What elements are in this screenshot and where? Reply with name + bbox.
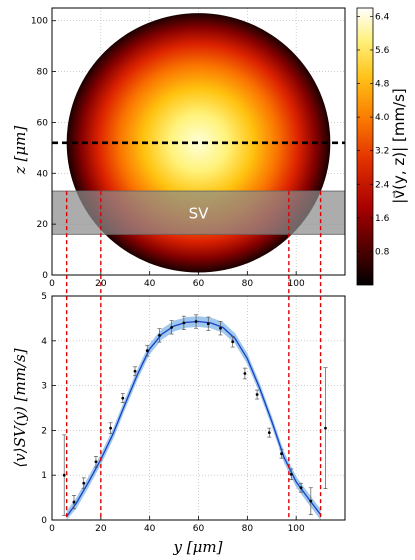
fit-confidence-band bbox=[66, 316, 321, 520]
data-point bbox=[71, 495, 76, 510]
profile-y-tick-label: 1 bbox=[41, 471, 47, 481]
data-point bbox=[108, 422, 113, 434]
colorbar-tick-label: 4.8 bbox=[375, 80, 390, 90]
heatmap-x-tick-label: 0 bbox=[49, 279, 55, 289]
profile-x-tick-label: 100 bbox=[288, 524, 305, 534]
heatmap-x-tick-label: 40 bbox=[144, 279, 156, 289]
heatmap-panel: SV 020406080100020406080100 z [μm] bbox=[11, 7, 346, 289]
sv-connector-lines bbox=[65, 191, 322, 520]
profile-y-tick-label: 5 bbox=[41, 292, 47, 302]
colorbar-tick-label: 3.2 bbox=[375, 147, 389, 157]
profile-y-tick-label: 4 bbox=[41, 337, 47, 347]
data-point bbox=[145, 344, 150, 357]
data-point bbox=[299, 482, 304, 493]
profile-x-axis-label: y [μm] bbox=[173, 538, 223, 556]
heatmap-y-tick-label: 40 bbox=[37, 169, 49, 179]
data-point bbox=[81, 477, 86, 489]
profile-x-tick-label: 60 bbox=[193, 524, 205, 534]
sv-band-label: SV bbox=[189, 205, 210, 223]
data-point bbox=[194, 314, 199, 329]
colorbar-ticks: 0.8 1.6 2.4 3.2 4.0 4.8 5.6 6.4 bbox=[357, 12, 390, 257]
profile-x-tick-label: 80 bbox=[242, 524, 254, 534]
data-point bbox=[133, 366, 138, 377]
profile-x-tick-label: 20 bbox=[95, 524, 107, 534]
colorbar-tick-label: 6.4 bbox=[375, 12, 390, 22]
fit-line bbox=[66, 320, 322, 517]
heatmap-y-tick-label: 80 bbox=[37, 68, 49, 78]
profile-y-tick-label: 3 bbox=[41, 382, 47, 392]
heatmap-x-tick-label: 60 bbox=[193, 279, 205, 289]
colorbar-tick-label: 5.6 bbox=[375, 46, 390, 56]
heatmap-x-tick-label: 80 bbox=[242, 279, 254, 289]
data-point bbox=[181, 315, 186, 330]
profile-x-tick-label: 0 bbox=[49, 524, 55, 534]
data-point bbox=[62, 434, 67, 516]
profile-y-tick-label: 2 bbox=[41, 426, 47, 436]
colorbar-tick-label: 2.4 bbox=[375, 180, 390, 190]
data-point bbox=[206, 316, 211, 331]
profile-y-axis-label: ⟨v⟩SV(y) [mm/s] bbox=[11, 348, 29, 467]
data-point bbox=[323, 367, 328, 489]
data-point bbox=[230, 335, 235, 348]
data-points bbox=[62, 314, 328, 516]
profile-y-tick-label: 0 bbox=[41, 516, 47, 526]
heatmap-y-tick-label: 60 bbox=[37, 118, 49, 128]
data-point bbox=[157, 328, 162, 343]
heatmap-y-tick-label: 20 bbox=[37, 220, 49, 230]
profile-x-tick-label: 40 bbox=[144, 524, 156, 534]
profile-ticks: 0 20 40 60 80 100 0 1 2 3 4 5 bbox=[41, 292, 305, 534]
colorbar-gradient-bar bbox=[356, 7, 374, 286]
data-point bbox=[289, 468, 294, 481]
data-point bbox=[279, 448, 284, 459]
heatmap-y-tick-label: 100 bbox=[31, 17, 48, 27]
colorbar-label: |v⃗(y, z)| [mm/s] bbox=[390, 88, 408, 204]
data-point bbox=[120, 393, 125, 403]
heatmap-y-axis-label: z [μm] bbox=[11, 126, 29, 175]
data-point bbox=[255, 389, 260, 400]
colorbar: 0.8 1.6 2.4 3.2 4.0 4.8 5.6 6.4 |v⃗(y, z)| [mm/… bbox=[356, 7, 408, 286]
data-point bbox=[169, 320, 174, 335]
data-point bbox=[308, 487, 313, 515]
data-point bbox=[93, 456, 98, 468]
heatmap-x-tick-label: 100 bbox=[288, 279, 305, 289]
colorbar-tick-label: 0.8 bbox=[375, 247, 390, 257]
heatmap-y-tick-label: 0 bbox=[42, 271, 48, 281]
data-point bbox=[242, 367, 247, 380]
data-point bbox=[267, 427, 272, 438]
colorbar-tick-label: 4.0 bbox=[375, 113, 390, 123]
colorbar-tick-label: 1.6 bbox=[375, 214, 390, 224]
profile-panel: 0 20 40 60 80 100 0 1 2 3 4 5 ⟨v⟩SV(y) [mm/s] y [μm… bbox=[11, 292, 346, 556]
data-point bbox=[218, 321, 223, 336]
